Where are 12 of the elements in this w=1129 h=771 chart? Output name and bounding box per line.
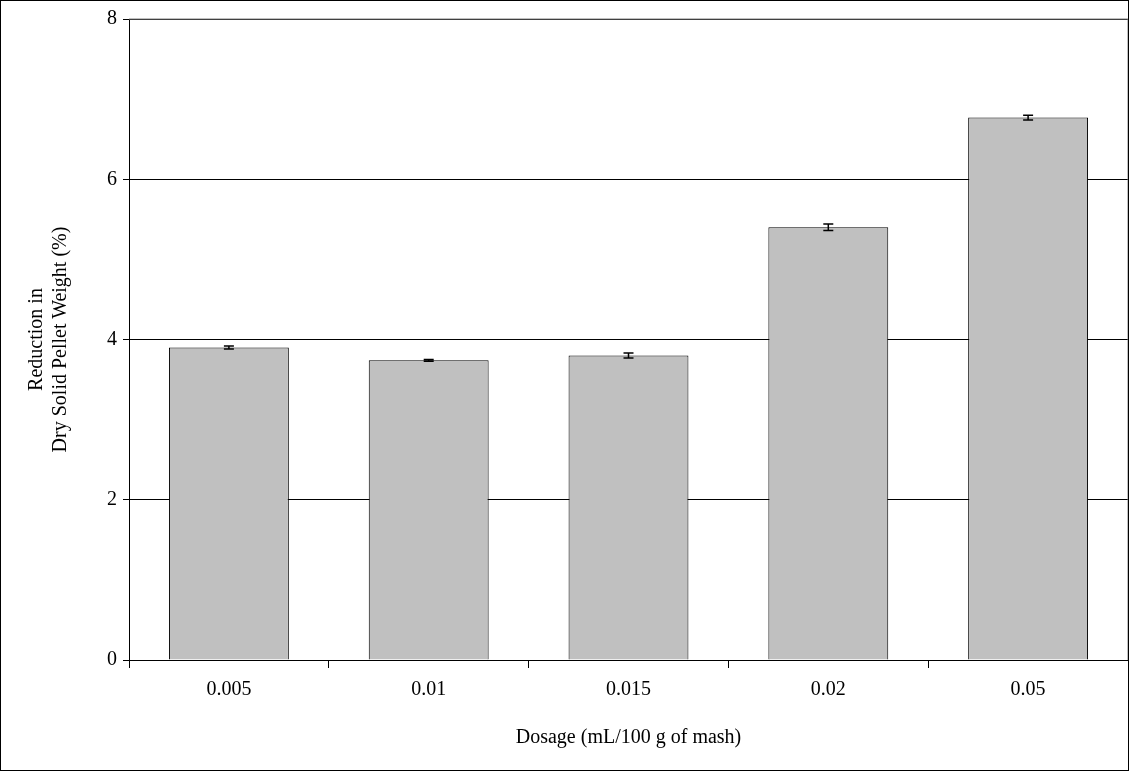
x-tick-label: 0.005 (206, 677, 252, 700)
y-axis-title: Reduction in Dry Solid Pellet Weight (%) (24, 226, 72, 453)
y-tick-label: 6 (107, 166, 117, 189)
x-tick-label: 0.015 (606, 677, 651, 700)
x-tick-label: 0.02 (810, 677, 846, 700)
y-tick-label: 2 (107, 487, 117, 509)
y-tick-label: 0 (107, 647, 117, 670)
x-axis-title: Dosage (mL/100 g of mash) (515, 725, 742, 749)
x-tick-label: 0.01 (411, 677, 447, 700)
y-tick-label: 4 (107, 326, 117, 349)
x-tick-label: 0.05 (1010, 677, 1046, 700)
y-tick-label: 8 (107, 6, 117, 29)
